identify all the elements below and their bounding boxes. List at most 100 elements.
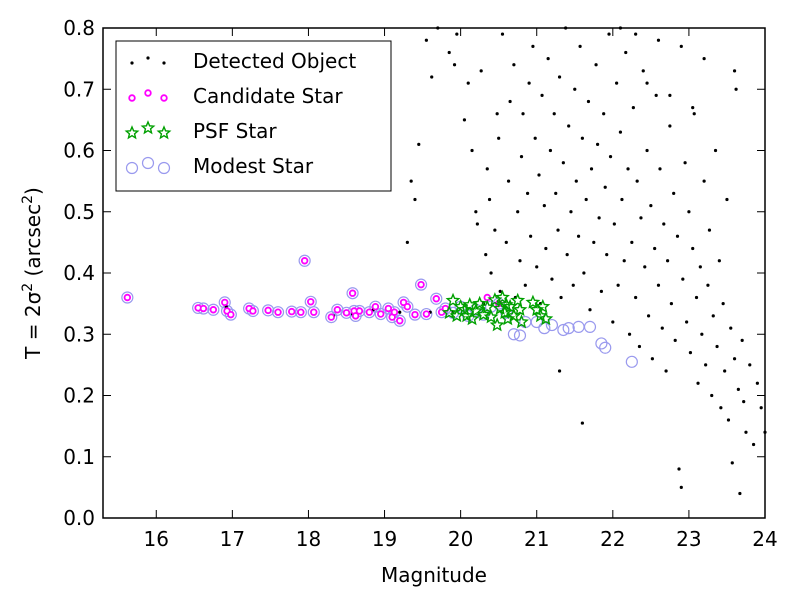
data-point: [740, 338, 744, 342]
data-point: [531, 44, 535, 48]
legend-marker: [146, 56, 150, 60]
data-point: [649, 204, 653, 208]
data-point: [331, 303, 344, 316]
data-point: [627, 332, 632, 336]
data-point: [550, 277, 554, 281]
data-point: [688, 351, 693, 355]
data-point: [630, 240, 634, 244]
data-point: [721, 302, 725, 306]
data-point: [755, 381, 759, 385]
data-point: [634, 295, 638, 300]
data-point: [510, 292, 526, 307]
data-point: [624, 50, 628, 55]
data-point: [310, 308, 318, 316]
data-point: [475, 222, 479, 226]
data-point: [527, 81, 531, 85]
data-point: [646, 314, 651, 318]
data-point: [653, 246, 657, 251]
data-point: [298, 254, 311, 267]
data-point: [608, 155, 613, 159]
data-point: [691, 246, 695, 251]
data-point: [439, 302, 452, 315]
data-point: [557, 323, 570, 337]
data-point: [634, 32, 638, 36]
data-point: [483, 309, 499, 324]
data-point: [730, 461, 734, 465]
data-point: [529, 234, 533, 238]
data-point: [595, 142, 600, 146]
data-point: [599, 341, 612, 354]
data-point: [711, 314, 715, 318]
data-point: [582, 271, 586, 275]
data-point: [580, 136, 584, 140]
data-point: [615, 81, 619, 85]
data-point: [692, 112, 696, 116]
data-point: [664, 369, 668, 373]
data-point: [377, 310, 385, 318]
legend-box: [115, 40, 392, 192]
legend-entry: Candidate Star: [128, 84, 343, 108]
data-point: [673, 338, 677, 342]
data-point: [533, 136, 537, 140]
data-point: [631, 106, 635, 110]
data-point: [666, 259, 670, 263]
data-point: [537, 173, 541, 177]
x-axis-label: Magnitude: [381, 563, 487, 587]
data-point: [571, 283, 575, 287]
series-modest-star: [121, 254, 638, 368]
data-point: [729, 326, 733, 330]
data-point: [654, 93, 658, 97]
data-point: [732, 357, 737, 361]
data-point: [698, 265, 702, 269]
legend-entry: Detected Object: [130, 49, 356, 73]
data-point: [476, 306, 491, 321]
data-point: [639, 216, 643, 220]
y-tick-label: 0.7: [63, 77, 95, 101]
data-point: [691, 106, 695, 110]
data-point: [489, 271, 493, 275]
data-point: [441, 304, 457, 320]
y-axis-label: T = 2σ2 (arcsec2): [20, 187, 45, 360]
data-point: [221, 298, 229, 307]
data-point: [529, 301, 545, 317]
data-point: [474, 210, 478, 214]
data-point: [650, 357, 654, 361]
data-point: [561, 161, 565, 165]
data-point: [365, 308, 374, 316]
data-point: [513, 329, 527, 342]
data-point: [710, 393, 714, 398]
data-point: [578, 44, 582, 48]
data-point: [713, 148, 718, 153]
data-point: [227, 310, 235, 319]
data-point: [514, 314, 529, 329]
data-point: [464, 311, 480, 326]
data-point: [738, 491, 742, 496]
y-tick-label: 0.0: [63, 506, 95, 530]
data-point: [554, 191, 558, 195]
data-point: [626, 167, 630, 171]
data-point: [602, 112, 606, 116]
data-point: [546, 57, 550, 61]
data-point: [562, 322, 575, 335]
data-point: [500, 311, 516, 326]
x-tick-label: 24: [752, 527, 777, 551]
data-point: [262, 304, 275, 317]
legend-marker: [130, 61, 134, 65]
data-point: [637, 344, 642, 349]
data-point: [355, 307, 364, 315]
y-tick-label: 0.5: [63, 200, 95, 224]
data-point: [694, 295, 699, 300]
data-point: [333, 306, 342, 314]
x-tick-label: 19: [372, 527, 397, 551]
data-point: [307, 298, 315, 306]
series-candidate-star: [123, 257, 503, 325]
x-tick-label: 20: [448, 527, 473, 551]
data-point: [521, 112, 525, 116]
data-point: [744, 430, 748, 434]
data-point: [641, 69, 645, 73]
y-tick-label: 0.1: [63, 445, 95, 469]
y-axis-label-superscript: 2: [20, 195, 36, 204]
data-point: [557, 75, 562, 79]
data-point: [706, 283, 710, 287]
data-point: [417, 280, 425, 289]
